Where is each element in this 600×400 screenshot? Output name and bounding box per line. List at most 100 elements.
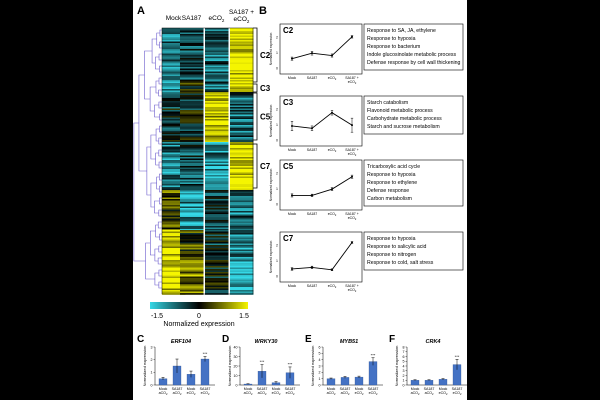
heatmap-cell bbox=[180, 214, 204, 216]
heatmap-cell bbox=[162, 181, 186, 183]
heatmap-cell bbox=[180, 116, 204, 118]
heatmap-cell bbox=[180, 243, 204, 246]
heatmap-cell bbox=[230, 191, 254, 194]
go-terms-box bbox=[363, 95, 464, 135]
cluster-label: C7 bbox=[260, 162, 271, 171]
heatmap-cell bbox=[230, 166, 254, 168]
heatmap-cell bbox=[162, 28, 186, 30]
heatmap-cell bbox=[180, 101, 204, 103]
heatmap-cell bbox=[230, 95, 254, 97]
bar-chart-ytick: 3 bbox=[151, 345, 153, 349]
heatmap-cell bbox=[180, 169, 204, 171]
heatmap-cell bbox=[162, 221, 186, 224]
heatmap-cell bbox=[205, 276, 229, 279]
heatmap-cell bbox=[162, 185, 186, 188]
heatmap-cell bbox=[162, 190, 186, 192]
heatmap-cell bbox=[180, 158, 204, 161]
dendrogram-branch bbox=[158, 89, 162, 97]
bar-xtick-line2: eCO2 bbox=[272, 391, 281, 396]
heatmap-cell bbox=[162, 275, 186, 277]
heatmap-cell bbox=[180, 160, 204, 162]
line-plot-frame bbox=[279, 159, 363, 211]
heatmap-cell bbox=[162, 211, 186, 213]
line-plot-cluster-title: C3 bbox=[283, 98, 294, 107]
heatmap-cell bbox=[230, 83, 254, 85]
line-plot-xtick: SA187 bbox=[307, 212, 318, 216]
dendrogram-branch bbox=[158, 137, 162, 145]
heatmap-cell bbox=[205, 53, 229, 56]
heatmap-cell bbox=[162, 202, 186, 204]
bar-xtick: Mock bbox=[159, 387, 168, 391]
bar-chart-ytick: 40 bbox=[234, 345, 238, 349]
heatmap-cell bbox=[230, 161, 254, 164]
heatmap-cell bbox=[230, 137, 254, 139]
heatmap-cell bbox=[180, 161, 204, 164]
heatmap-cell bbox=[180, 188, 204, 191]
heatmap-cell bbox=[162, 67, 186, 69]
heatmap-cell bbox=[230, 55, 254, 57]
line-plot-ylabel: Normalized expression bbox=[269, 241, 273, 274]
heatmap-cell bbox=[180, 273, 204, 276]
heatmap-cell bbox=[205, 129, 229, 132]
heatmap-cell bbox=[162, 229, 186, 231]
heatmap-cell bbox=[180, 28, 204, 30]
heatmap-cell bbox=[162, 44, 186, 47]
cluster-label: C2 bbox=[260, 51, 271, 60]
heatmap-cell bbox=[162, 148, 186, 150]
heatmap-cell bbox=[162, 203, 186, 206]
line-plot-ytick: 2 bbox=[276, 35, 278, 39]
heatmap-cell bbox=[162, 224, 186, 227]
dendrogram-branch bbox=[150, 134, 157, 160]
heatmap-cell bbox=[205, 67, 229, 69]
bar-errorbar bbox=[274, 381, 278, 384]
bar-chart-ytick: 2 bbox=[319, 371, 321, 375]
heatmap-cell bbox=[162, 77, 186, 80]
heatmap-cell bbox=[180, 264, 204, 267]
bar bbox=[326, 378, 336, 386]
bar-xtick-line2: aCO2 bbox=[244, 391, 253, 396]
heatmap-border bbox=[161, 27, 254, 295]
heatmap-cell bbox=[180, 258, 204, 261]
heatmap-cell bbox=[230, 269, 254, 271]
go-term: Indole glucosinolate metabolic process bbox=[367, 52, 457, 58]
heatmap-cell bbox=[180, 193, 204, 195]
heatmap-cell bbox=[230, 246, 254, 249]
heatmap-cell bbox=[162, 264, 186, 267]
heatmap-cell bbox=[162, 251, 186, 253]
heatmap-cell bbox=[162, 132, 186, 135]
heatmap-cell bbox=[162, 79, 186, 81]
heatmap-cell bbox=[230, 178, 254, 180]
heatmap-cell bbox=[230, 205, 254, 207]
heatmap-cell bbox=[180, 175, 204, 177]
heatmap-cell bbox=[180, 64, 204, 66]
dendrogram-branch bbox=[158, 101, 162, 109]
heatmap-cell bbox=[230, 273, 254, 276]
heatmap-cell bbox=[162, 137, 186, 139]
heatmap-cell bbox=[230, 176, 254, 179]
heatmap-cell bbox=[162, 117, 186, 120]
heatmap-cell bbox=[230, 170, 254, 173]
line-plot-point bbox=[291, 194, 293, 197]
heatmap-cell bbox=[162, 47, 186, 50]
heatmap-cell bbox=[230, 110, 254, 112]
heatmap-cell bbox=[230, 50, 254, 53]
dendrogram-branch bbox=[159, 65, 162, 73]
heatmap-cell bbox=[230, 32, 254, 35]
heatmap-cell bbox=[162, 46, 186, 48]
heatmap-cell bbox=[162, 279, 186, 282]
heatmap-cell bbox=[180, 104, 204, 106]
heatmap-cell bbox=[230, 248, 254, 250]
bar-xtick: SA187 bbox=[424, 387, 435, 391]
heatmap-cell bbox=[162, 178, 186, 180]
heatmap-cell bbox=[230, 40, 254, 42]
heatmap-cell bbox=[180, 260, 204, 262]
heatmap-cell bbox=[205, 194, 229, 197]
heatmap-cell bbox=[162, 249, 186, 252]
heatmap-cell bbox=[230, 92, 254, 94]
bar-chart-ylabel: Normalized expression bbox=[310, 346, 315, 387]
heatmap-cell bbox=[180, 191, 204, 194]
heatmap-cell bbox=[180, 236, 204, 238]
heatmap-cell bbox=[180, 108, 204, 111]
go-terms-box bbox=[363, 231, 464, 271]
